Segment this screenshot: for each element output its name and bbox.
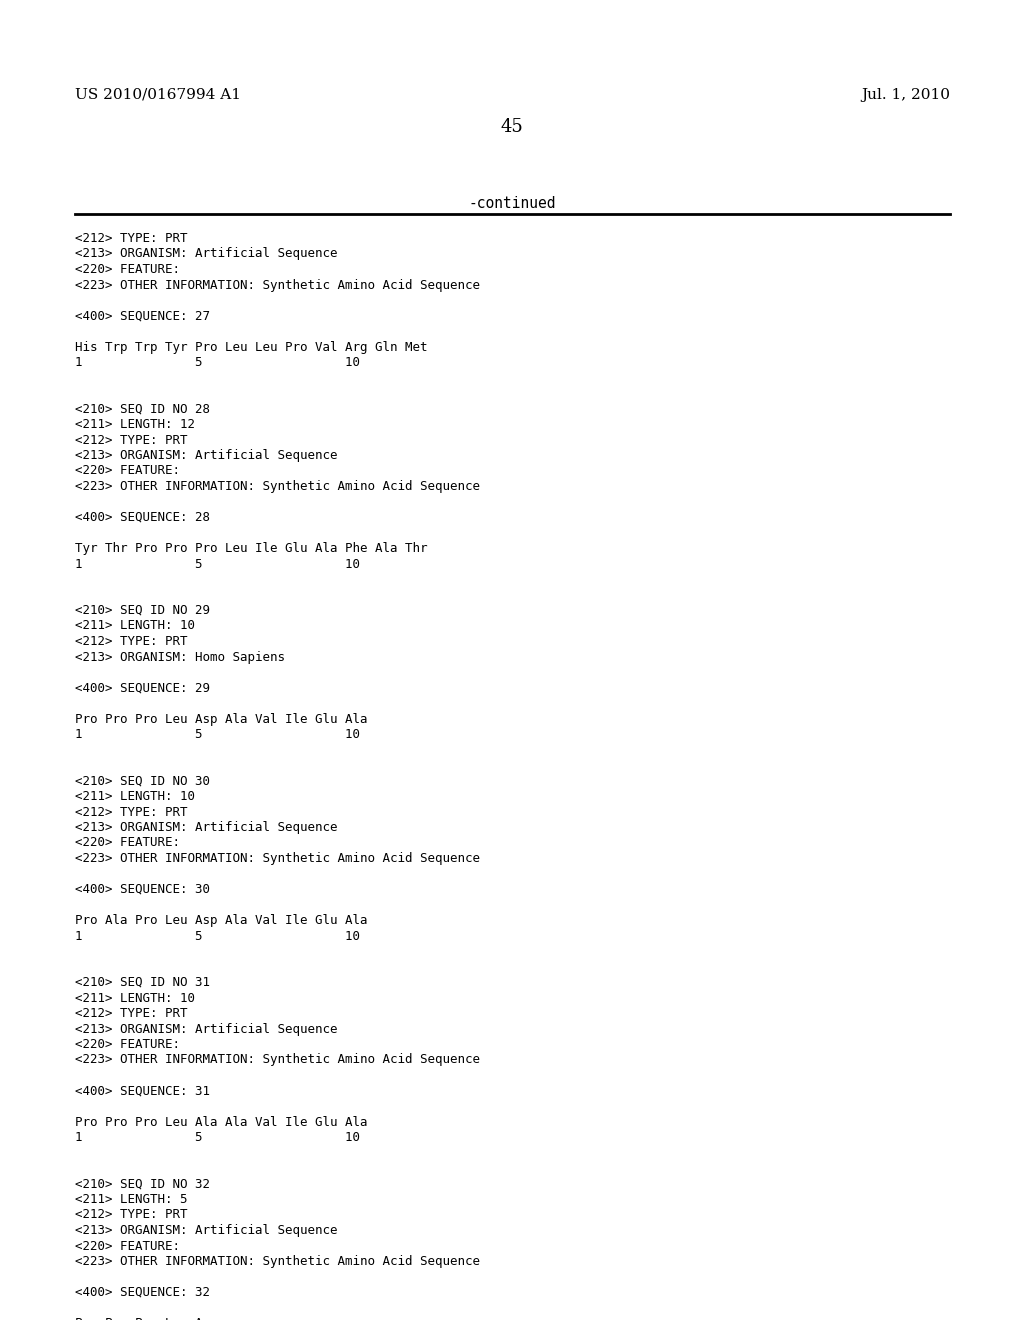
Text: <213> ORGANISM: Artificial Sequence: <213> ORGANISM: Artificial Sequence	[75, 1023, 338, 1035]
Text: <400> SEQUENCE: 27: <400> SEQUENCE: 27	[75, 309, 210, 322]
Text: <400> SEQUENCE: 30: <400> SEQUENCE: 30	[75, 883, 210, 896]
Text: <213> ORGANISM: Artificial Sequence: <213> ORGANISM: Artificial Sequence	[75, 449, 338, 462]
Text: His Trp Trp Tyr Pro Leu Leu Pro Val Arg Gln Met: His Trp Trp Tyr Pro Leu Leu Pro Val Arg …	[75, 341, 427, 354]
Text: <213> ORGANISM: Artificial Sequence: <213> ORGANISM: Artificial Sequence	[75, 1224, 338, 1237]
Text: <220> FEATURE:: <220> FEATURE:	[75, 1239, 180, 1253]
Text: <400> SEQUENCE: 31: <400> SEQUENCE: 31	[75, 1085, 210, 1097]
Text: Pro Pro Pro Leu Asp Ala Val Ile Glu Ala: Pro Pro Pro Leu Asp Ala Val Ile Glu Ala	[75, 713, 368, 726]
Text: <211> LENGTH: 10: <211> LENGTH: 10	[75, 619, 195, 632]
Text: 1               5                   10: 1 5 10	[75, 557, 360, 570]
Text: <213> ORGANISM: Artificial Sequence: <213> ORGANISM: Artificial Sequence	[75, 248, 338, 260]
Text: 1               5                   10: 1 5 10	[75, 929, 360, 942]
Text: <223> OTHER INFORMATION: Synthetic Amino Acid Sequence: <223> OTHER INFORMATION: Synthetic Amino…	[75, 1255, 480, 1269]
Text: <400> SEQUENCE: 32: <400> SEQUENCE: 32	[75, 1286, 210, 1299]
Text: <212> TYPE: PRT: <212> TYPE: PRT	[75, 805, 187, 818]
Text: Tyr Thr Pro Pro Pro Leu Ile Glu Ala Phe Ala Thr: Tyr Thr Pro Pro Pro Leu Ile Glu Ala Phe …	[75, 543, 427, 554]
Text: <211> LENGTH: 10: <211> LENGTH: 10	[75, 991, 195, 1005]
Text: 45: 45	[501, 117, 523, 136]
Text: Pro Ala Pro Leu Asp Ala Val Ile Glu Ala: Pro Ala Pro Leu Asp Ala Val Ile Glu Ala	[75, 913, 368, 927]
Text: US 2010/0167994 A1: US 2010/0167994 A1	[75, 88, 241, 102]
Text: Jul. 1, 2010: Jul. 1, 2010	[861, 88, 950, 102]
Text: <223> OTHER INFORMATION: Synthetic Amino Acid Sequence: <223> OTHER INFORMATION: Synthetic Amino…	[75, 1053, 480, 1067]
Text: <211> LENGTH: 5: <211> LENGTH: 5	[75, 1193, 187, 1206]
Text: <210> SEQ ID NO 29: <210> SEQ ID NO 29	[75, 605, 210, 616]
Text: 1               5                   10: 1 5 10	[75, 729, 360, 741]
Text: <220> FEATURE:: <220> FEATURE:	[75, 837, 180, 850]
Text: 1               5                   10: 1 5 10	[75, 1131, 360, 1144]
Text: <210> SEQ ID NO 28: <210> SEQ ID NO 28	[75, 403, 210, 416]
Text: <220> FEATURE:: <220> FEATURE:	[75, 465, 180, 478]
Text: <223> OTHER INFORMATION: Synthetic Amino Acid Sequence: <223> OTHER INFORMATION: Synthetic Amino…	[75, 279, 480, 292]
Text: Pro Pro Pro Leu Asp: Pro Pro Pro Leu Asp	[75, 1317, 217, 1320]
Text: <400> SEQUENCE: 28: <400> SEQUENCE: 28	[75, 511, 210, 524]
Text: 1               5                   10: 1 5 10	[75, 356, 360, 370]
Text: <210> SEQ ID NO 31: <210> SEQ ID NO 31	[75, 975, 210, 989]
Text: Pro Pro Pro Leu Ala Ala Val Ile Glu Ala: Pro Pro Pro Leu Ala Ala Val Ile Glu Ala	[75, 1115, 368, 1129]
Text: -continued: -continued	[468, 195, 556, 211]
Text: <220> FEATURE:: <220> FEATURE:	[75, 1038, 180, 1051]
Text: <212> TYPE: PRT: <212> TYPE: PRT	[75, 635, 187, 648]
Text: <223> OTHER INFORMATION: Synthetic Amino Acid Sequence: <223> OTHER INFORMATION: Synthetic Amino…	[75, 480, 480, 492]
Text: <212> TYPE: PRT: <212> TYPE: PRT	[75, 1209, 187, 1221]
Text: <210> SEQ ID NO 32: <210> SEQ ID NO 32	[75, 1177, 210, 1191]
Text: <213> ORGANISM: Homo Sapiens: <213> ORGANISM: Homo Sapiens	[75, 651, 285, 664]
Text: <223> OTHER INFORMATION: Synthetic Amino Acid Sequence: <223> OTHER INFORMATION: Synthetic Amino…	[75, 851, 480, 865]
Text: <210> SEQ ID NO 30: <210> SEQ ID NO 30	[75, 775, 210, 788]
Text: <213> ORGANISM: Artificial Sequence: <213> ORGANISM: Artificial Sequence	[75, 821, 338, 834]
Text: <220> FEATURE:: <220> FEATURE:	[75, 263, 180, 276]
Text: <211> LENGTH: 12: <211> LENGTH: 12	[75, 418, 195, 432]
Text: <400> SEQUENCE: 29: <400> SEQUENCE: 29	[75, 681, 210, 694]
Text: <211> LENGTH: 10: <211> LENGTH: 10	[75, 789, 195, 803]
Text: <212> TYPE: PRT: <212> TYPE: PRT	[75, 232, 187, 246]
Text: <212> TYPE: PRT: <212> TYPE: PRT	[75, 433, 187, 446]
Text: <212> TYPE: PRT: <212> TYPE: PRT	[75, 1007, 187, 1020]
